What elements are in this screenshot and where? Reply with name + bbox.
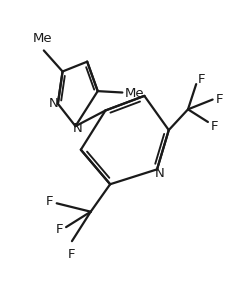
Text: N: N [155,167,164,180]
Text: F: F [68,248,76,261]
Text: F: F [210,120,218,133]
Text: F: F [56,223,63,237]
Text: N: N [48,97,58,110]
Text: Me: Me [33,32,53,45]
Text: F: F [46,195,53,208]
Text: Me: Me [125,88,144,100]
Text: F: F [216,93,223,106]
Text: F: F [197,74,205,86]
Text: N: N [72,122,82,135]
